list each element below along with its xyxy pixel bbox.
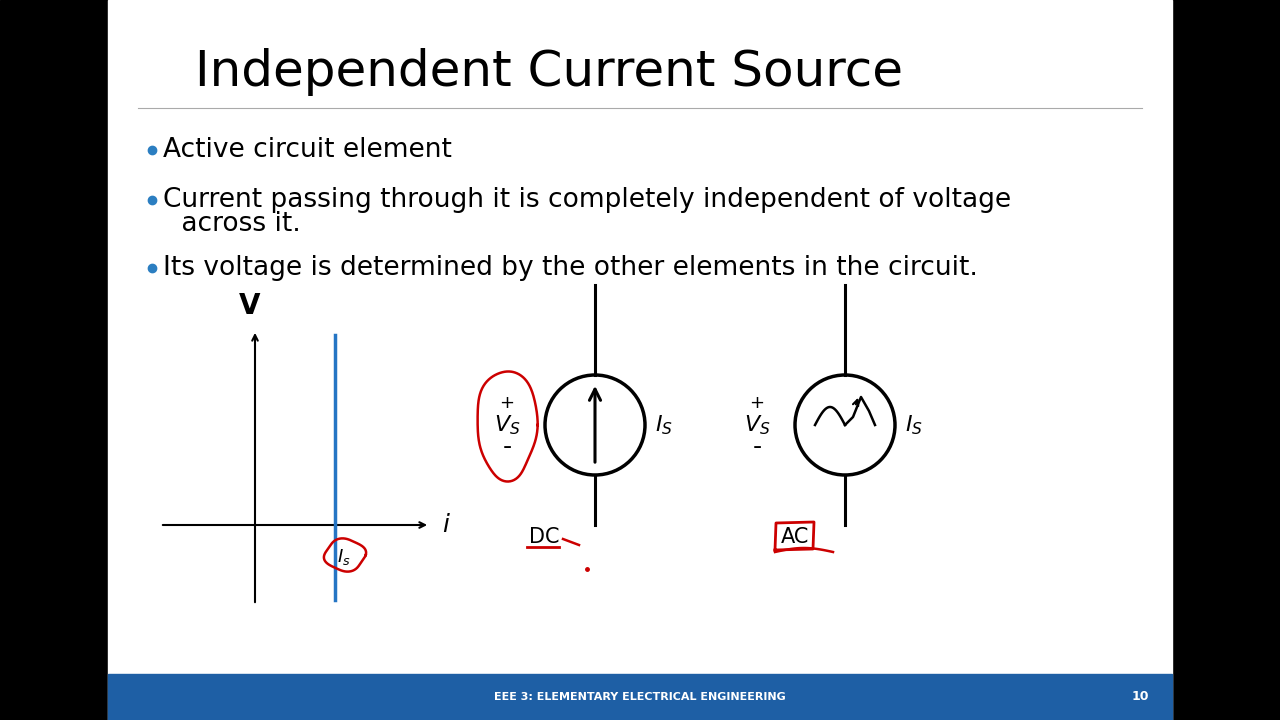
Text: V: V	[239, 292, 261, 320]
Bar	[0, 0, 108, 720]
Text: $V_S$: $V_S$	[494, 413, 520, 437]
Text: AC: AC	[781, 527, 809, 547]
Text: i: i	[442, 513, 449, 537]
Text: $V_S$: $V_S$	[744, 413, 771, 437]
Text: DC: DC	[529, 527, 559, 547]
Bar	[108, 0, 1172, 720]
Text: Its voltage is determined by the other elements in the circuit.: Its voltage is determined by the other e…	[163, 255, 978, 281]
Text: 10: 10	[1132, 690, 1148, 703]
Text: +: +	[499, 394, 515, 412]
Text: $I_s$: $I_s$	[337, 547, 351, 567]
Text: -: -	[753, 435, 762, 459]
Text: Active circuit element: Active circuit element	[163, 137, 452, 163]
Text: Current passing through it is completely independent of voltage: Current passing through it is completely…	[163, 187, 1011, 213]
Text: $I_S$: $I_S$	[905, 413, 923, 437]
Text: Independent Current Source: Independent Current Source	[195, 48, 902, 96]
Bar	[1172, 0, 1280, 720]
Text: across it.: across it.	[173, 211, 301, 237]
Text: EEE 3: ELEMENTARY ELECTRICAL ENGINEERING: EEE 3: ELEMENTARY ELECTRICAL ENGINEERING	[494, 692, 786, 702]
Bar	[108, 674, 1172, 720]
Text: -: -	[503, 435, 512, 459]
Text: $I_S$: $I_S$	[655, 413, 673, 437]
Text: +: +	[750, 394, 764, 412]
